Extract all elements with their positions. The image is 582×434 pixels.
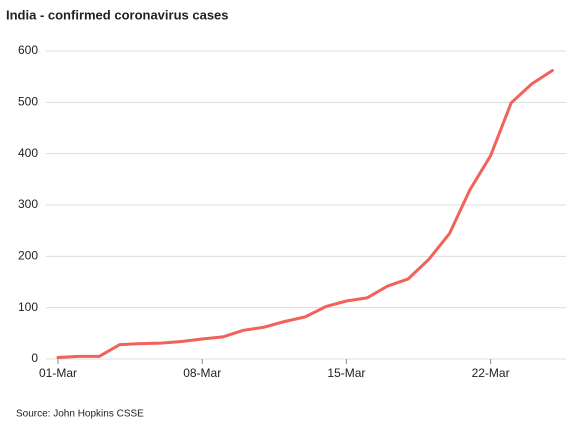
chart-title: India - confirmed coronavirus cases [6,7,229,22]
data-line [56,69,554,359]
x-tick-label: 08-Mar [183,366,221,380]
y-tick-label: 500 [18,95,38,109]
x-tick-label: 15-Mar [327,366,365,380]
source-note: Source: John Hopkins CSSE [16,409,144,420]
y-tick-label: 200 [18,249,38,263]
y-tick-label: 300 [18,197,38,211]
y-tick-label: 0 [31,351,38,365]
y-tick-label: 400 [18,146,38,160]
x-tick-label: 22-Mar [472,366,510,380]
x-tick-label: 01-Mar [39,366,77,380]
y-tick-label: 600 [18,43,38,57]
y-tick-label: 100 [18,300,38,314]
